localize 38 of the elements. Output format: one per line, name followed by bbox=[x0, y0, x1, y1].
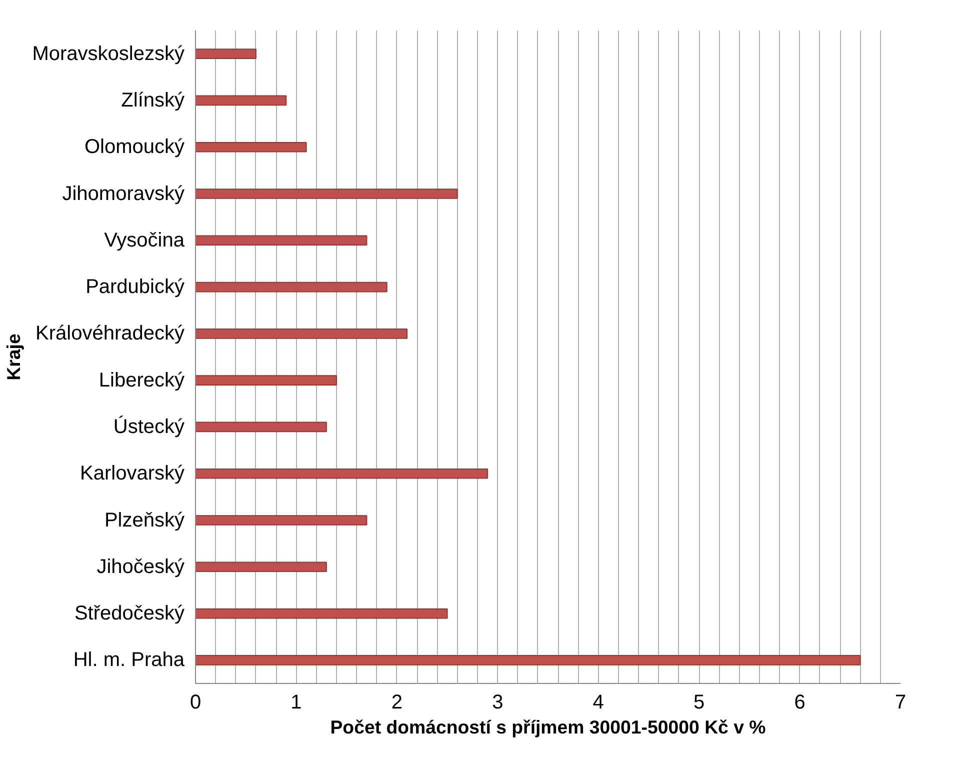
y-tick-label: Jihomoravský bbox=[62, 182, 185, 205]
bar bbox=[196, 48, 256, 59]
y-tick-label: Pardubický bbox=[86, 276, 184, 298]
bar bbox=[196, 188, 458, 199]
y-tick-label: Královéhradecký bbox=[36, 322, 185, 345]
x-tick-label: 1 bbox=[290, 692, 302, 714]
x-axis-title: Počet domácností s příjmem 30001-50000 Kč v % bbox=[330, 716, 766, 738]
y-tick-label: Ústecký bbox=[113, 414, 184, 438]
x-tick-label: 3 bbox=[492, 692, 504, 714]
x-tick-label: 0 bbox=[190, 692, 202, 714]
bar bbox=[196, 328, 408, 339]
y-tick-label: Zlínský bbox=[121, 89, 185, 112]
bar bbox=[196, 468, 488, 479]
bar bbox=[196, 562, 327, 572]
y-tick-label: Moravskoslezský bbox=[32, 42, 185, 65]
y-tick-label: Karlovarský bbox=[80, 462, 185, 485]
y-tick-label: Hl. m. Praha bbox=[73, 649, 186, 672]
y-axis-title: Kraje bbox=[3, 334, 24, 380]
x-tick-label: 2 bbox=[391, 692, 402, 714]
y-tick-label: Liberecký bbox=[98, 369, 185, 392]
y-tick-label: Středočeský bbox=[74, 602, 185, 625]
x-tick-label: 4 bbox=[592, 692, 604, 714]
bar bbox=[196, 608, 448, 619]
bar bbox=[196, 422, 327, 432]
bar bbox=[196, 375, 337, 386]
y-tick-label: Plzeňský bbox=[104, 509, 184, 532]
bar bbox=[196, 142, 307, 152]
x-tick-label: 7 bbox=[894, 692, 906, 714]
bar bbox=[196, 235, 368, 246]
bar bbox=[196, 515, 368, 526]
y-tick-label: Olomoucký bbox=[84, 136, 184, 158]
y-tick-label: Vysočina bbox=[104, 229, 186, 252]
bar bbox=[196, 655, 861, 666]
bar bbox=[196, 95, 287, 106]
x-tick-label: 5 bbox=[694, 692, 705, 714]
bar bbox=[196, 282, 388, 292]
y-tick-label: Jihočeský bbox=[96, 556, 184, 578]
x-tick-label: 6 bbox=[794, 692, 806, 714]
